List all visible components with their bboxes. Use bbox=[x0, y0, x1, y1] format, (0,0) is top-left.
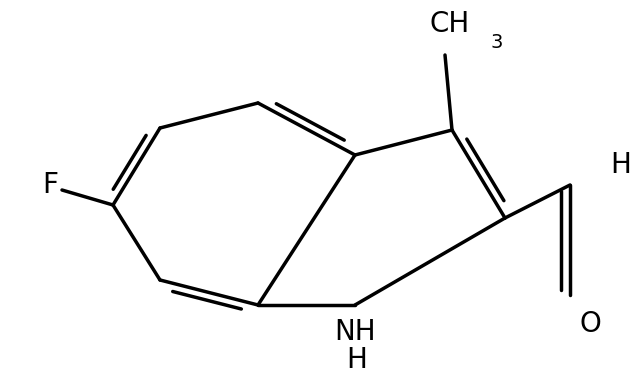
Text: O: O bbox=[579, 310, 601, 338]
Text: NH: NH bbox=[334, 318, 376, 346]
Text: H: H bbox=[347, 346, 367, 374]
Text: 3: 3 bbox=[490, 33, 502, 52]
Text: H: H bbox=[610, 151, 631, 179]
Text: F: F bbox=[42, 171, 58, 199]
Text: CH: CH bbox=[430, 10, 470, 38]
